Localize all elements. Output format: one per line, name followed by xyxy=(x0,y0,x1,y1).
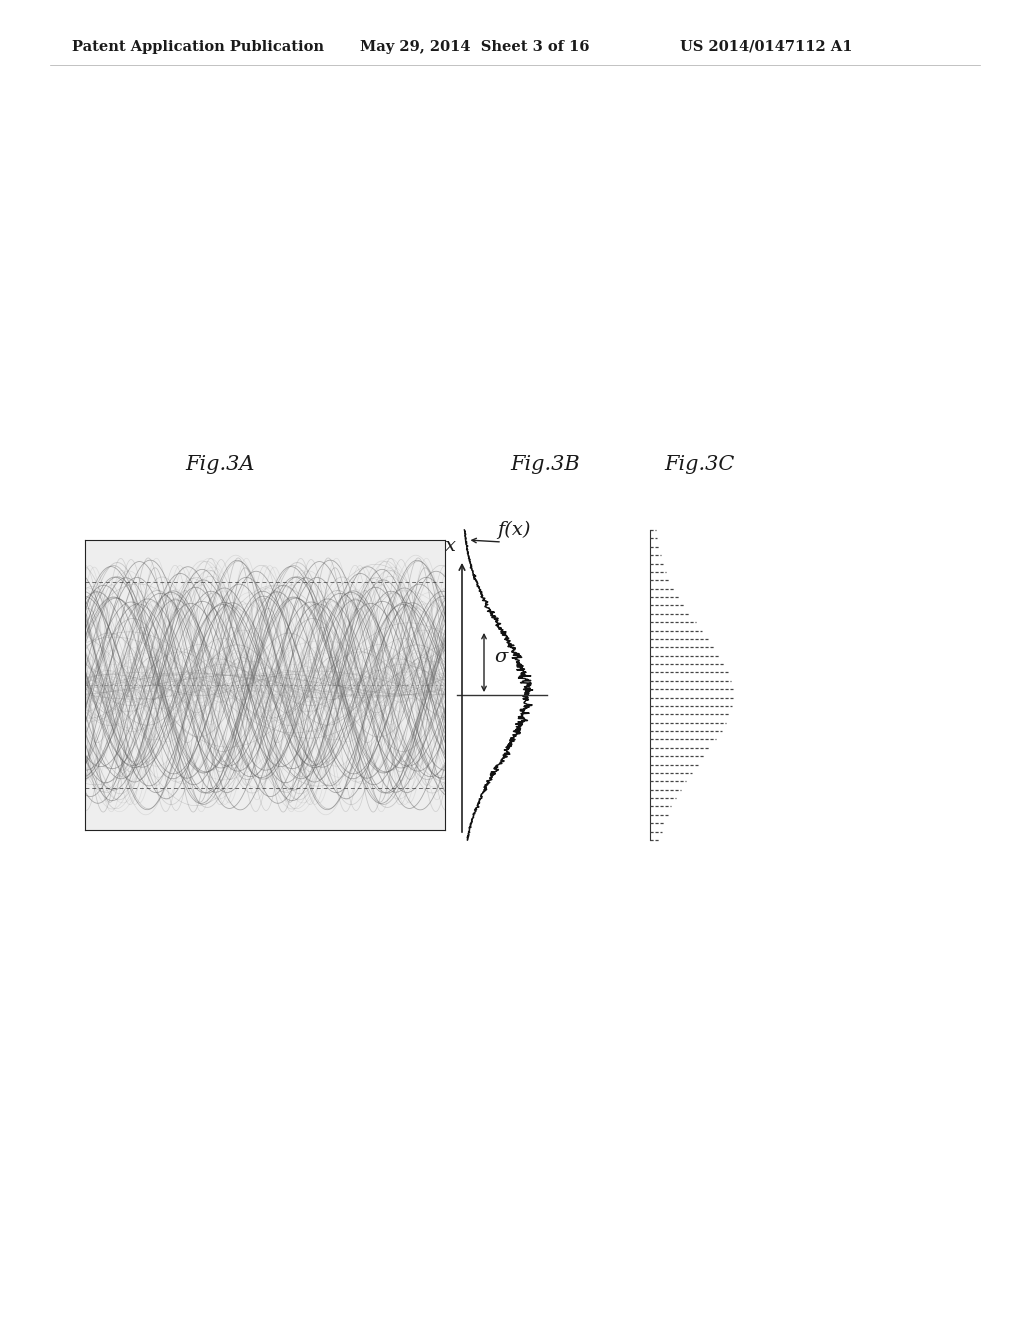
Text: σ: σ xyxy=(494,648,507,667)
Text: US 2014/0147112 A1: US 2014/0147112 A1 xyxy=(680,40,853,54)
Text: Fig.3C: Fig.3C xyxy=(665,454,735,474)
Text: Fig.3B: Fig.3B xyxy=(510,454,580,474)
Text: Fig.3A: Fig.3A xyxy=(185,454,255,474)
Text: f(x): f(x) xyxy=(497,521,530,539)
Text: x: x xyxy=(444,537,456,554)
Text: Patent Application Publication: Patent Application Publication xyxy=(72,40,324,54)
Text: May 29, 2014  Sheet 3 of 16: May 29, 2014 Sheet 3 of 16 xyxy=(360,40,590,54)
